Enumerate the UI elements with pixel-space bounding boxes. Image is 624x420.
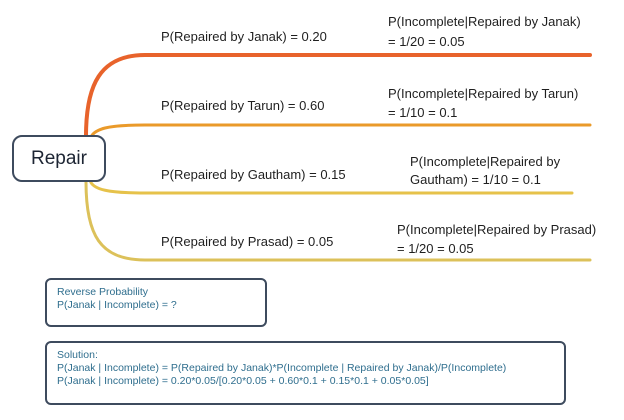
likelihood-janak-line2: = 1/20 = 0.05 (388, 34, 465, 49)
likelihood-tarun-line2: = 1/10 = 0.1 (388, 105, 458, 120)
branch-line-tarun (88, 123, 592, 142)
likelihood-gautham-line2: Gautham) = 1/10 = 0.1 (410, 172, 541, 187)
solution-title: Solution: (57, 349, 98, 361)
reverse-probability-question: P(Janak | Incomplete) = ? (57, 299, 177, 311)
root-label: Repair (31, 147, 87, 169)
prior-tarun: P(Repaired by Tarun) = 0.60 (161, 98, 325, 113)
solution-line2: P(Janak | Incomplete) = 0.20*0.05/[0.20*… (57, 375, 429, 387)
likelihood-janak-line1: P(Incomplete|Repaired by Janak) (388, 14, 581, 29)
prior-janak: P(Repaired by Janak) = 0.20 (161, 29, 327, 44)
likelihood-gautham-line1: P(Incomplete|Repaired by (410, 154, 561, 169)
likelihood-tarun-line1: P(Incomplete|Repaired by Tarun) (388, 86, 579, 101)
likelihood-janak: P(Incomplete|Repaired by Janak) = 1/20 =… (388, 14, 581, 50)
solution-line1: P(Janak | Incomplete) = P(Repaired by Ja… (57, 362, 507, 374)
solution-box: Solution: P(Janak | Incomplete) = P(Repa… (45, 341, 566, 405)
reverse-probability-box: Reverse Probability P(Janak | Incomplete… (45, 278, 267, 327)
prior-prasad: P(Repaired by Prasad) = 0.05 (161, 234, 334, 249)
prior-gautham: P(Repaired by Gautham) = 0.15 (161, 167, 346, 182)
likelihood-prasad-line1: P(Incomplete|Repaired by Prasad) (397, 222, 597, 237)
reverse-probability-title: Reverse Probability (57, 286, 149, 298)
root-node: Repair (12, 135, 106, 182)
branch-line-prasad (84, 180, 592, 262)
likelihood-gautham: P(Incomplete|Repaired by Gautham) = 1/10… (410, 154, 560, 188)
likelihood-prasad-line2: = 1/20 = 0.05 (397, 241, 474, 256)
branch-line-janak (84, 53, 592, 138)
branch-line-gautham (88, 178, 574, 195)
likelihood-tarun: P(Incomplete|Repaired by Tarun) = 1/10 =… (388, 86, 578, 121)
likelihood-prasad: P(Incomplete|Repaired by Prasad) = 1/20 … (397, 222, 596, 257)
